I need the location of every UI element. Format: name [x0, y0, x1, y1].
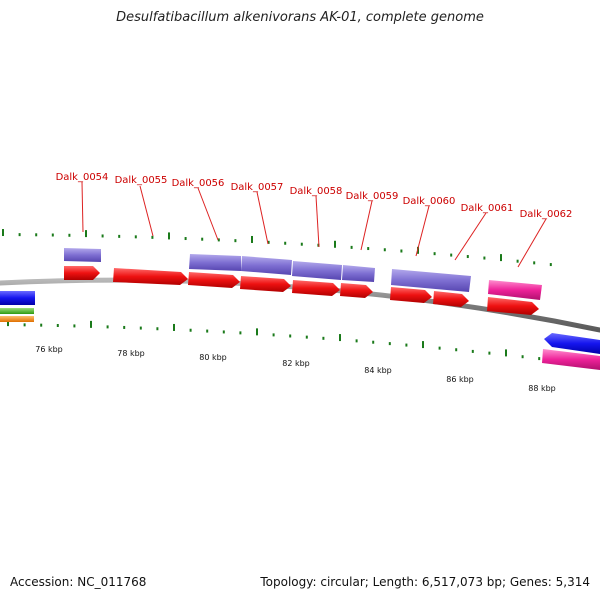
- gene-label-leaders: [81, 181, 547, 268]
- genome-summary-text: Topology: circular; Length: 6,517,073 bp…: [260, 575, 590, 589]
- accession-text: Accession: NC_011768: [10, 575, 147, 589]
- gene-label[interactable]: Dalk_0062: [520, 209, 573, 220]
- gene-label[interactable]: Dalk_0054: [56, 172, 109, 183]
- scale-label: 76 kbp: [35, 345, 63, 354]
- gene-feature-dalk-0058[interactable]: [292, 261, 342, 280]
- leader-line: [454, 212, 487, 261]
- scale-labels: 76 kbp 78 kbp 80 kbp 82 kbp 84 kbp 86 kb…: [35, 345, 556, 393]
- cds-arrow-dalk-0055[interactable]: [113, 268, 188, 285]
- leader-line: [81, 181, 84, 233]
- scale-label: 78 kbp: [117, 349, 145, 358]
- cds-arrow-dalk-0062[interactable]: [487, 297, 539, 315]
- scale-label: 84 kbp: [364, 366, 392, 375]
- cds-arrow-dalk-0054[interactable]: [64, 266, 100, 280]
- cds-arrow-dalk-0056[interactable]: [188, 272, 240, 288]
- gene-feature-dalk-0060[interactable]: [391, 269, 471, 292]
- leader-line: [360, 200, 373, 251]
- gene-label[interactable]: Dalk_0056: [172, 178, 225, 189]
- right-partial-features: [542, 333, 600, 370]
- cds-arrow-dalk-0060b[interactable]: [433, 291, 469, 307]
- reverse-cds-arrow-right[interactable]: [544, 333, 600, 354]
- scale-label: 80 kbp: [199, 353, 227, 362]
- cds-track-forward: [64, 266, 539, 315]
- cds-arrow-dalk-0059[interactable]: [340, 283, 373, 298]
- cds-arrow-dalk-0058[interactable]: [292, 280, 340, 296]
- gene-feature-dalk-0062[interactable]: [488, 280, 542, 300]
- leader-line: [315, 195, 320, 248]
- leader-line: [197, 187, 219, 241]
- leader-line: [139, 185, 154, 237]
- scale-label: 82 kbp: [282, 359, 310, 368]
- leader-line: [415, 205, 430, 257]
- left-partial-features: [0, 291, 35, 322]
- gene-label[interactable]: Dalk_0058: [290, 186, 343, 197]
- gene-label[interactable]: Dalk_0057: [231, 182, 284, 193]
- gene-label[interactable]: Dalk_0060: [403, 196, 456, 207]
- gene-track-upper: [64, 248, 542, 300]
- reverse-cds-partial[interactable]: [0, 291, 35, 305]
- leader-line: [256, 191, 269, 245]
- gene-feature-dalk-0057[interactable]: [241, 256, 292, 275]
- gene-labels: Dalk_0054 Dalk_0055 Dalk_0056 Dalk_0057 …: [56, 172, 573, 220]
- orange-feature-partial[interactable]: [0, 316, 34, 322]
- scale-ticks-bottom: [7, 319, 590, 367]
- cds-arrow-dalk-0057[interactable]: [240, 276, 291, 292]
- leader-line: [517, 218, 547, 268]
- pink-feature-right[interactable]: [542, 349, 600, 370]
- cds-arrow-dalk-0060a[interactable]: [390, 287, 432, 303]
- gene-feature-dalk-0054[interactable]: [64, 248, 101, 262]
- gene-feature-dalk-0059[interactable]: [342, 265, 375, 282]
- scale-label: 88 kbp: [528, 384, 556, 393]
- gene-label[interactable]: Dalk_0059: [346, 191, 399, 202]
- gene-label[interactable]: Dalk_0061: [461, 203, 514, 214]
- genome-title: Desulfatibacillum alkenivorans AK-01, co…: [116, 10, 484, 25]
- gene-label[interactable]: Dalk_0055: [115, 175, 168, 186]
- scale-label: 86 kbp: [446, 375, 474, 384]
- gene-feature-dalk-0056[interactable]: [189, 254, 241, 271]
- green-feature-partial[interactable]: [0, 308, 34, 314]
- scale-ticks-top: [2, 229, 552, 267]
